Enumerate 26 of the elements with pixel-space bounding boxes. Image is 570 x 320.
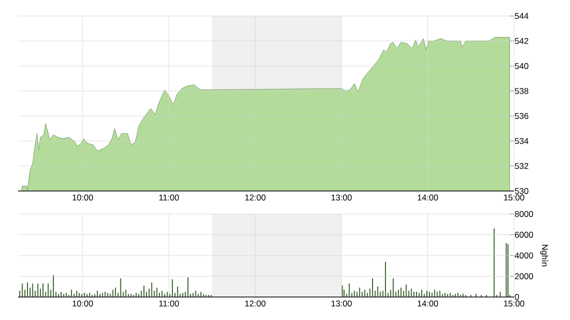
y-tick-label: 8000: [514, 211, 534, 217]
y-tick-label: 532: [514, 163, 528, 169]
y-tick-label: 2000: [514, 273, 534, 280]
x-tick-label: 14:00: [418, 194, 438, 201]
x-tick-label: 13:00: [332, 300, 352, 307]
x-tick-label: 11:00: [159, 194, 179, 201]
y-axis-title: Nghìn: [540, 244, 548, 266]
y-tick-label: 540: [514, 63, 528, 69]
x-tick-label: 13:00: [332, 194, 352, 201]
y-tick-label: 538: [514, 88, 528, 94]
x-tick-label: 15:00: [504, 300, 524, 307]
x-tick-label: 15:00: [504, 194, 524, 201]
x-tick-label: 12:00: [245, 300, 266, 307]
x-tick-label: 10:00: [72, 300, 93, 307]
y-tick-label: 544: [514, 13, 528, 19]
y-tick-label: 530: [514, 188, 528, 194]
y-tick-label: 542: [514, 38, 528, 44]
y-tick-label: 4000: [514, 252, 534, 258]
x-tick-label: 10:00: [72, 194, 93, 201]
y-tick-label: 0: [514, 294, 519, 300]
y-tick-label: 6000: [514, 232, 534, 238]
y-tick-label: 534: [514, 138, 528, 144]
y-tick-label: 536: [514, 113, 528, 119]
x-tick-label: 11:00: [159, 300, 179, 307]
x-tick-label: 14:00: [418, 300, 438, 307]
x-tick-label: 12:00: [245, 194, 266, 201]
